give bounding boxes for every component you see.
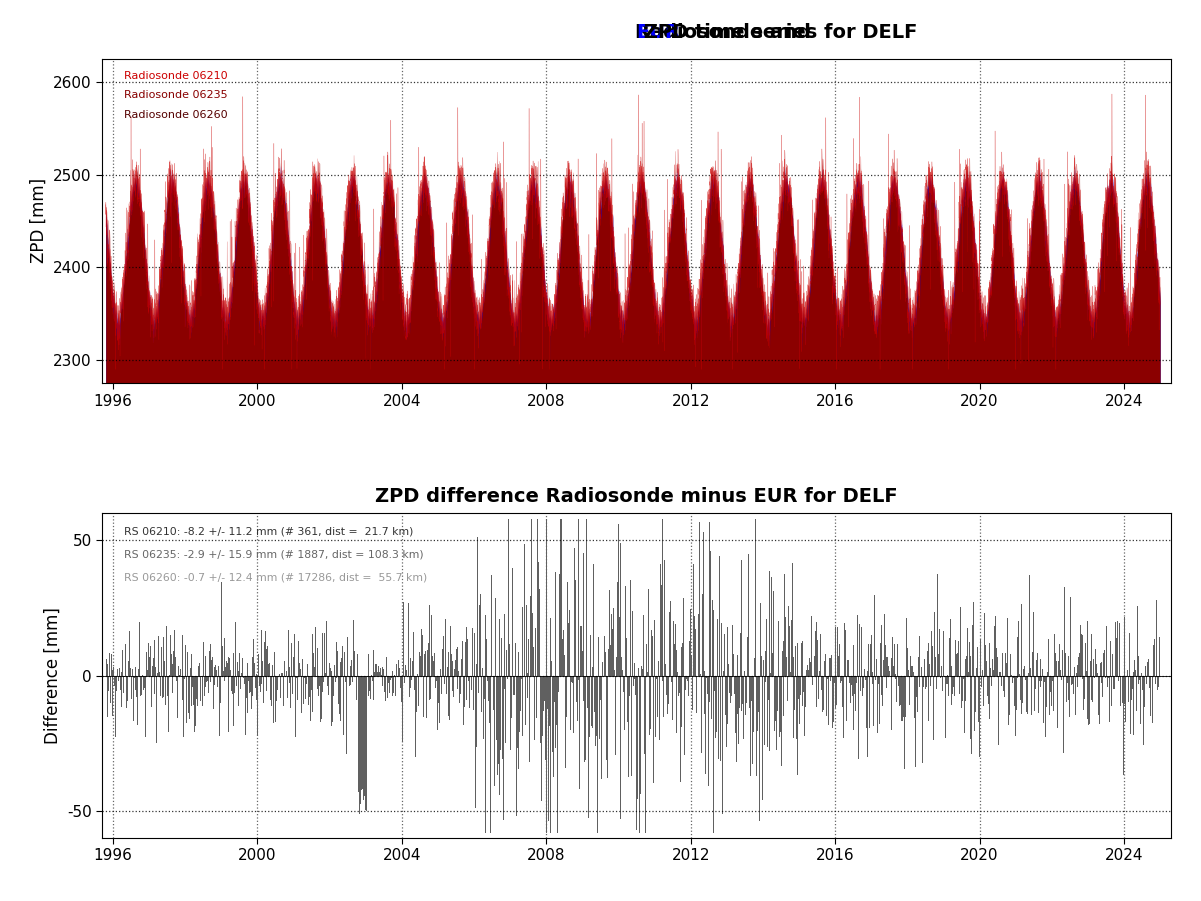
Text: ZPD time series for DELF: ZPD time series for DELF [637, 23, 918, 42]
Y-axis label: ZPD [mm]: ZPD [mm] [30, 178, 48, 263]
Text: RS 06210: -8.2 +/- 11.2 mm (# 361, dist =  21.7 km): RS 06210: -8.2 +/- 11.2 mm (# 361, dist … [124, 527, 413, 537]
Text: EUR: EUR [637, 23, 680, 42]
Text: RS 06260: -0.7 +/- 12.4 mm (# 17286, dist =  55.7 km): RS 06260: -0.7 +/- 12.4 mm (# 17286, dis… [124, 573, 428, 583]
Text: Radiosonde 06260: Radiosonde 06260 [124, 110, 227, 120]
Text: Radiosonde and: Radiosonde and [635, 23, 818, 42]
Text: Radiosonde 06235: Radiosonde 06235 [124, 90, 227, 100]
Text: Radiosonde 06210: Radiosonde 06210 [124, 70, 227, 80]
Y-axis label: Difference [mm]: Difference [mm] [43, 607, 61, 744]
Text: RS 06235: -2.9 +/- 15.9 mm (# 1887, dist = 108.3 km): RS 06235: -2.9 +/- 15.9 mm (# 1887, dist… [124, 550, 424, 560]
Title: ZPD difference Radiosonde minus EUR for DELF: ZPD difference Radiosonde minus EUR for … [375, 487, 898, 506]
